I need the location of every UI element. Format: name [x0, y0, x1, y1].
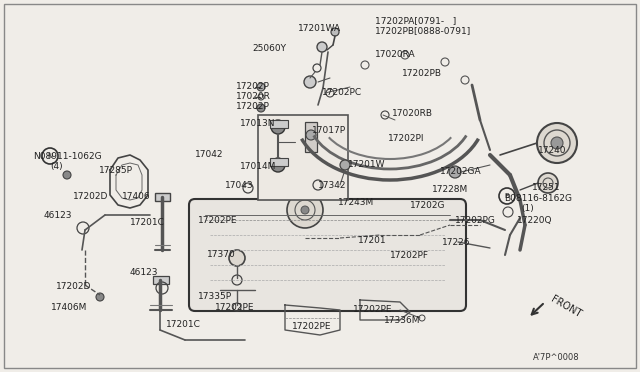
Text: 17202G: 17202G	[410, 201, 445, 210]
Text: 17243M: 17243M	[338, 198, 374, 207]
Circle shape	[551, 137, 563, 149]
Text: 17201: 17201	[358, 236, 387, 245]
Circle shape	[287, 192, 323, 228]
Text: N08911-1062G: N08911-1062G	[33, 152, 102, 161]
Text: 17201WA: 17201WA	[298, 24, 341, 33]
Text: 17202PE: 17202PE	[198, 216, 237, 225]
Text: 17202PA[0791-   ]: 17202PA[0791- ]	[375, 16, 456, 25]
Text: 17202PE: 17202PE	[215, 303, 255, 312]
Text: 17202PC: 17202PC	[322, 88, 362, 97]
Text: 17020RA: 17020RA	[375, 50, 415, 59]
Bar	[155, 193, 170, 201]
Text: 17226: 17226	[442, 238, 470, 247]
Circle shape	[271, 158, 285, 172]
Text: FRONT: FRONT	[549, 294, 583, 319]
Circle shape	[317, 42, 327, 52]
Text: 17014M: 17014M	[240, 162, 276, 171]
Circle shape	[257, 83, 265, 91]
Text: 17202PB: 17202PB	[402, 69, 442, 78]
Circle shape	[271, 120, 285, 134]
Text: N: N	[47, 153, 52, 159]
Text: 17202PI: 17202PI	[388, 134, 424, 143]
Text: 17220Q: 17220Q	[517, 216, 552, 225]
Circle shape	[63, 171, 71, 179]
Text: 17202P: 17202P	[236, 82, 270, 91]
Text: 17202P: 17202P	[236, 102, 270, 111]
Text: 17342: 17342	[318, 181, 346, 190]
Circle shape	[229, 250, 245, 266]
Circle shape	[537, 123, 577, 163]
Text: 17240: 17240	[538, 146, 566, 155]
Text: (4): (4)	[50, 162, 63, 171]
Text: B: B	[504, 193, 509, 199]
Text: 17202PE: 17202PE	[353, 305, 392, 314]
Text: 17017P: 17017P	[312, 126, 346, 135]
Text: 17020RB: 17020RB	[392, 109, 433, 118]
Circle shape	[331, 28, 339, 36]
Text: 17285P: 17285P	[99, 166, 133, 175]
Text: 17406: 17406	[122, 192, 150, 201]
FancyBboxPatch shape	[189, 199, 466, 311]
Circle shape	[257, 104, 265, 112]
Text: 17201C: 17201C	[166, 320, 201, 329]
Text: 17202PB[0888-0791]: 17202PB[0888-0791]	[375, 26, 471, 35]
Text: B08116-8162G: B08116-8162G	[504, 194, 572, 203]
Text: 17251: 17251	[532, 183, 561, 192]
Text: 25060Y: 25060Y	[252, 44, 286, 53]
Text: 17202D: 17202D	[56, 282, 92, 291]
Circle shape	[304, 76, 316, 88]
Bar	[305, 122, 317, 152]
Circle shape	[301, 206, 309, 214]
Text: 17202PG: 17202PG	[455, 216, 496, 225]
Text: 17013N: 17013N	[240, 119, 275, 128]
Text: A'7P^0008: A'7P^0008	[533, 353, 580, 362]
Text: 17202GA: 17202GA	[440, 167, 482, 176]
Text: 46123: 46123	[130, 268, 159, 277]
Text: 17201C: 17201C	[130, 218, 165, 227]
Circle shape	[96, 293, 104, 301]
Text: (1): (1)	[521, 204, 534, 213]
Bar	[153, 276, 169, 284]
Text: 17228M: 17228M	[432, 185, 468, 194]
Text: 17406M: 17406M	[51, 303, 88, 312]
Text: 17202PE: 17202PE	[292, 322, 332, 331]
Circle shape	[538, 173, 558, 193]
Bar	[270, 120, 288, 128]
Text: 17043: 17043	[225, 181, 253, 190]
Circle shape	[340, 160, 350, 170]
Text: 17370: 17370	[207, 250, 236, 259]
Text: 17202D: 17202D	[73, 192, 108, 201]
Text: 17042: 17042	[195, 150, 223, 159]
Text: 17201W: 17201W	[348, 160, 385, 169]
Text: 17336M: 17336M	[384, 316, 420, 325]
Bar	[258, 115, 348, 200]
Circle shape	[306, 130, 316, 140]
Circle shape	[449, 166, 461, 178]
Text: 17202PF: 17202PF	[390, 251, 429, 260]
Text: 17335P: 17335P	[198, 292, 232, 301]
Bar	[270, 158, 288, 166]
Text: 17020R: 17020R	[236, 92, 271, 101]
Text: 46123: 46123	[44, 211, 72, 220]
